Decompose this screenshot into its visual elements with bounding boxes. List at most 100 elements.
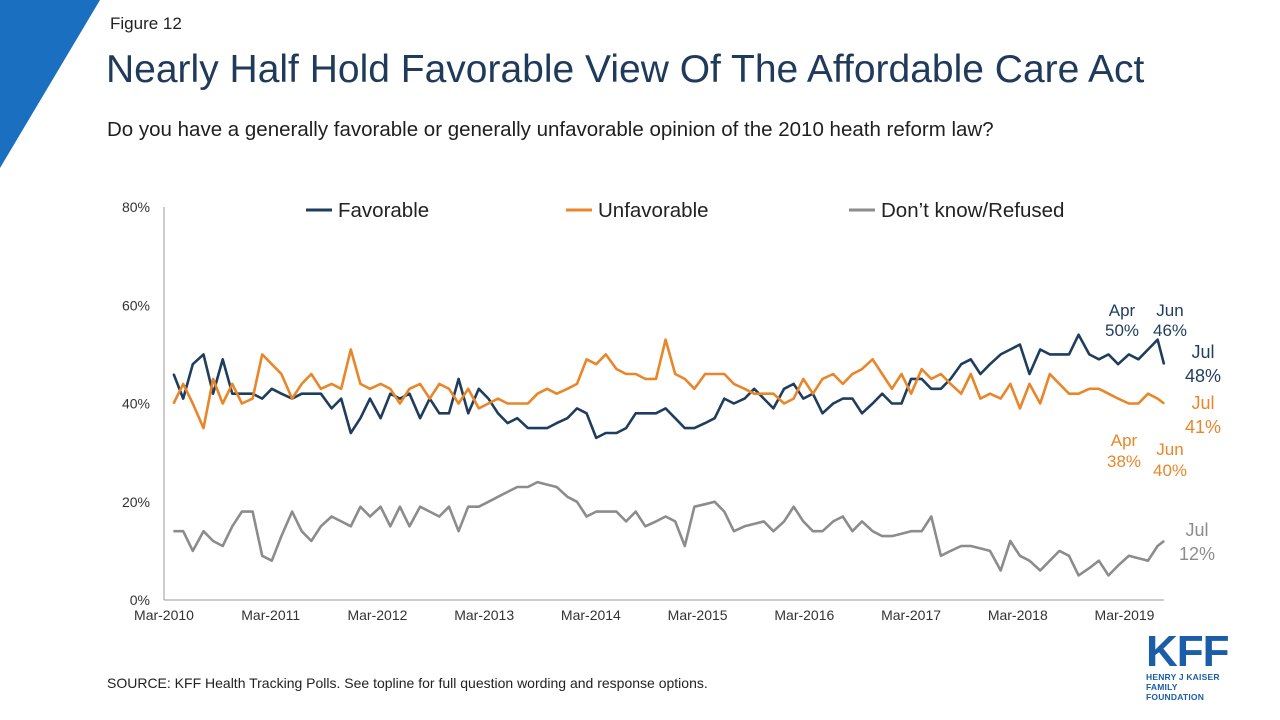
data-point-unfavorable [458, 402, 460, 405]
data-point-dont_know [821, 530, 824, 532]
data-point-favorable [487, 398, 489, 400]
data-point-dont_know [1078, 574, 1080, 577]
data-point-dont_know [350, 525, 352, 527]
page-subtitle: Do you have a generally favorable or gen… [107, 118, 994, 141]
data-point-dont_know [271, 560, 273, 562]
data-point-unfavorable [842, 383, 844, 385]
data-point-dont_know [527, 486, 529, 488]
legend-label-unfavorable: Unfavorable [598, 199, 709, 222]
data-point-unfavorable [487, 402, 489, 405]
data-point-favorable [497, 412, 499, 414]
data-point-unfavorable [940, 373, 942, 375]
data-point-favorable [970, 358, 972, 360]
data-point-unfavorable [772, 393, 775, 395]
data-point-dont_know [979, 547, 982, 550]
data-point-dont_know [192, 550, 194, 552]
data-point-dont_know [950, 550, 952, 552]
data-point-unfavorable [310, 373, 312, 375]
data-point-favorable [458, 378, 460, 380]
data-point-favorable [842, 398, 844, 400]
data-point-dont_know [419, 506, 421, 508]
data-point-dont_know [429, 511, 431, 513]
data-point-dont_know [291, 511, 293, 513]
annotation-label: Apr [1111, 431, 1138, 450]
data-point-favorable [635, 412, 637, 414]
x-tick-label: Mar-2019 [1095, 607, 1155, 623]
data-point-unfavorable [1117, 398, 1119, 400]
data-point-unfavorable [744, 388, 746, 390]
data-point-unfavorable [763, 393, 765, 395]
data-point-dont_know [872, 530, 874, 532]
data-point-favorable [1137, 358, 1139, 360]
data-point-unfavorable [173, 402, 175, 405]
data-point-favorable [921, 378, 923, 380]
data-point-favorable [665, 407, 667, 409]
data-point-dont_know [1107, 574, 1110, 577]
data-point-dont_know [478, 506, 480, 508]
data-point-favorable [586, 412, 588, 414]
data-point-favorable [723, 398, 725, 400]
data-point-favorable [693, 427, 696, 429]
data-point-unfavorable [783, 402, 785, 405]
data-point-dont_know [389, 525, 391, 527]
data-point-favorable [566, 417, 569, 419]
data-point-dont_know [605, 511, 607, 513]
data-point-dont_know [1068, 555, 1070, 557]
data-point-dont_know [546, 484, 548, 486]
series-line-favorable [172, 333, 1166, 440]
data-point-dont_know [851, 530, 854, 532]
logo-subtitle-line2: FAMILY FOUNDATION [1146, 682, 1205, 702]
data-point-dont_know [1019, 555, 1021, 557]
data-point-favorable [419, 417, 421, 419]
data-point-dont_know [842, 515, 844, 518]
data-point-favorable [241, 393, 243, 395]
data-point-dont_know [1049, 560, 1051, 562]
data-point-unfavorable [970, 373, 972, 375]
y-tick-label: 0% [130, 592, 150, 608]
data-point-favorable [192, 363, 194, 365]
data-point-dont_know [1147, 560, 1149, 562]
data-point-unfavorable [212, 378, 214, 380]
y-tick-label: 60% [122, 297, 150, 313]
data-point-unfavorable [467, 388, 469, 390]
data-point-dont_know [408, 525, 411, 527]
data-point-favorable [1147, 348, 1149, 351]
data-point-dont_know [714, 501, 716, 503]
data-point-unfavorable [419, 383, 421, 385]
data-point-favorable [350, 432, 352, 434]
data-point-unfavorable [546, 388, 548, 390]
data-point-favorable [940, 388, 942, 390]
data-point-unfavorable [527, 402, 529, 405]
corner-decoration [0, 0, 100, 168]
data-point-dont_know [793, 506, 795, 508]
legend-label-dont_know: Don’t know/Refused [881, 199, 1064, 222]
data-point-favorable [605, 432, 607, 434]
data-point-unfavorable [821, 378, 824, 380]
data-point-dont_know [359, 506, 361, 508]
data-point-favorable [714, 417, 716, 419]
data-point-unfavorable [753, 393, 755, 395]
data-point-dont_know [1137, 557, 1139, 559]
data-point-unfavorable [1058, 383, 1060, 385]
data-point-favorable [674, 417, 676, 419]
x-tick-label: Mar-2015 [668, 607, 728, 623]
data-point-favorable [733, 402, 735, 405]
data-point-dont_know [438, 515, 440, 518]
y-tick-label: 20% [122, 494, 150, 510]
data-point-dont_know [516, 486, 518, 488]
data-point-unfavorable [1000, 398, 1002, 400]
data-point-favorable [546, 427, 548, 429]
data-point-favorable [478, 388, 480, 390]
data-point-unfavorable [408, 388, 411, 390]
data-point-unfavorable [1078, 393, 1080, 395]
data-point-dont_know [1028, 560, 1031, 562]
data-point-favorable [979, 373, 982, 375]
data-point-unfavorable [793, 398, 795, 400]
data-point-dont_know [684, 545, 686, 547]
data-point-favorable [763, 398, 765, 400]
data-point-favorable [881, 393, 883, 395]
annotation-label: Jun [1156, 440, 1183, 459]
data-point-dont_know [921, 530, 923, 532]
data-point-favorable [467, 412, 469, 414]
data-point-unfavorable [891, 388, 893, 390]
